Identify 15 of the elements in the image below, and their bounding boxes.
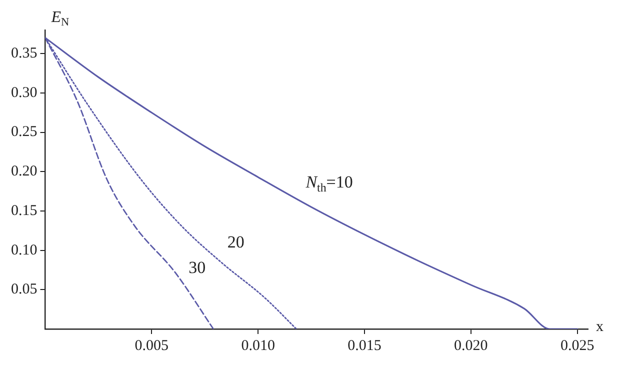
y-tick-label: 0.25 — [11, 124, 38, 140]
y-tick-label: 0.10 — [11, 242, 38, 258]
x-tick-label: 0.005 — [134, 338, 169, 354]
x-axis-title: x — [596, 318, 604, 335]
series-label: 30 — [188, 258, 206, 277]
series-label: 20 — [227, 232, 244, 252]
y-tick-label: 0.30 — [11, 84, 38, 101]
x-tick-label: 0.025 — [560, 338, 594, 354]
x-tick-label: 0.015 — [348, 338, 382, 354]
y-tick-label: 0.20 — [11, 164, 38, 180]
x-tick-label: 0.020 — [454, 338, 488, 354]
y-tick-label: 0.05 — [11, 282, 38, 298]
y-tick-label: 0.35 — [11, 46, 38, 62]
y-tick-label: 0.15 — [11, 202, 38, 219]
x-tick-label: 0.010 — [241, 338, 275, 354]
